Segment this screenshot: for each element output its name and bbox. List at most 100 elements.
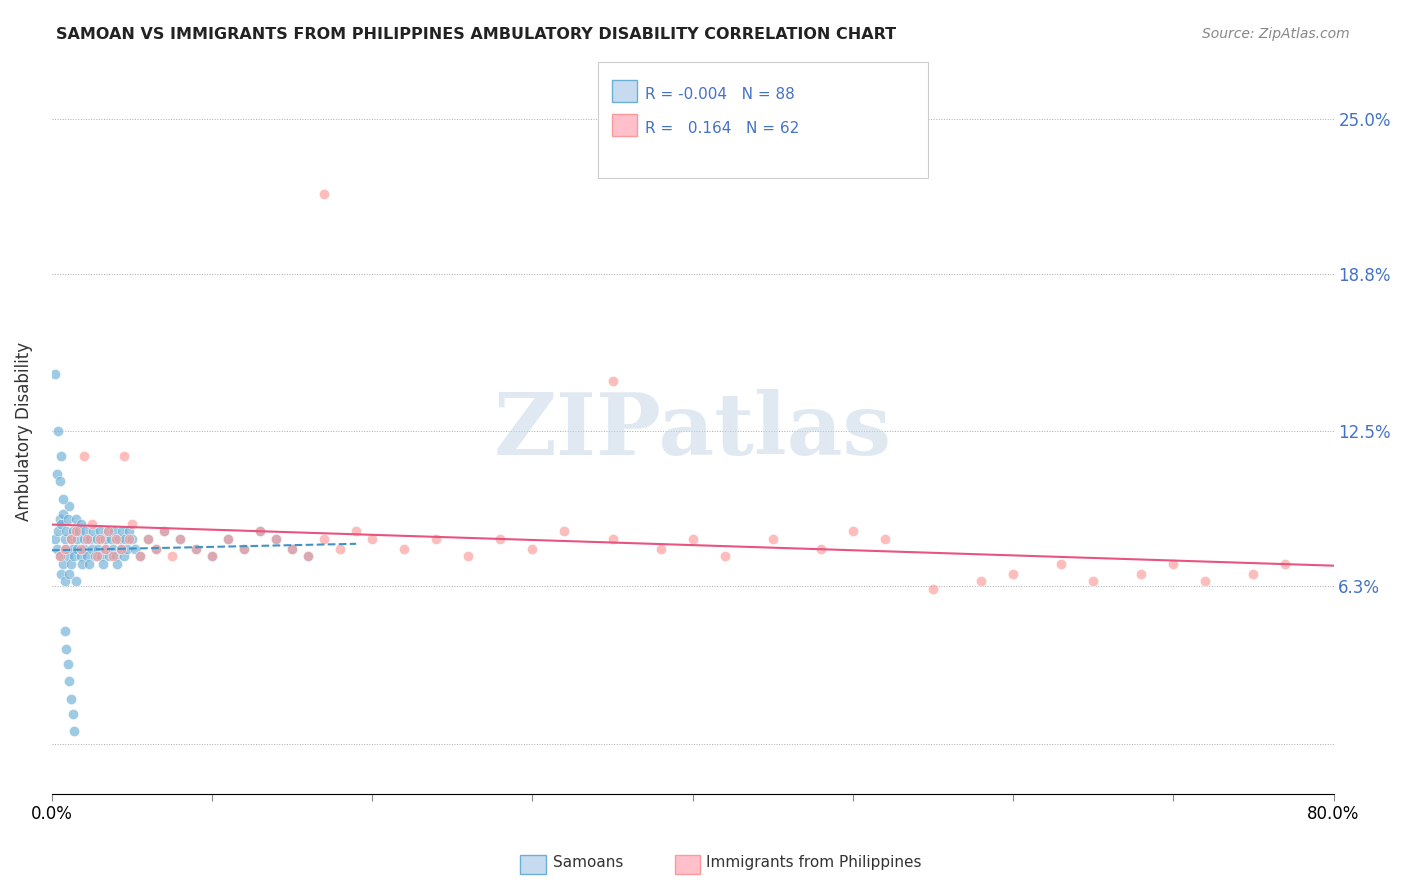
Point <box>169 532 191 546</box>
Point <box>55 541 77 556</box>
Point <box>89 532 111 546</box>
Point <box>45 541 67 556</box>
Point <box>101 541 124 556</box>
Point <box>169 532 191 546</box>
Text: Samoans: Samoans <box>553 855 623 870</box>
Point <box>80 516 103 531</box>
Text: R =   0.164   N = 62: R = 0.164 N = 62 <box>645 121 800 136</box>
Point <box>110 541 132 556</box>
Point <box>1083 574 1105 588</box>
Point <box>1050 557 1073 571</box>
Point <box>65 574 87 588</box>
Point <box>69 541 91 556</box>
Point <box>114 532 136 546</box>
Point <box>45 467 67 481</box>
Point <box>264 532 287 546</box>
Point <box>457 549 479 563</box>
Point <box>184 541 207 556</box>
Point <box>314 186 336 201</box>
Point <box>49 474 72 488</box>
Point <box>56 549 79 563</box>
Point <box>115 541 138 556</box>
Point <box>51 566 73 581</box>
Point <box>104 549 127 563</box>
Point <box>314 532 336 546</box>
Point <box>55 641 77 656</box>
Point <box>62 706 84 721</box>
Point <box>53 541 76 556</box>
Point <box>53 574 76 588</box>
Point <box>49 549 72 563</box>
Point <box>682 532 704 546</box>
Point <box>46 424 69 438</box>
Point <box>44 532 66 546</box>
Point <box>51 449 73 463</box>
Point <box>128 549 150 563</box>
Point <box>160 549 183 563</box>
Point <box>52 491 75 506</box>
Point <box>118 524 141 538</box>
Point <box>394 541 416 556</box>
Point <box>281 541 304 556</box>
Point <box>73 532 96 546</box>
Point <box>98 549 121 563</box>
Point <box>361 532 384 546</box>
Point <box>145 541 167 556</box>
Point <box>58 499 80 513</box>
Point <box>249 524 271 538</box>
Point <box>281 541 304 556</box>
Point <box>62 524 84 538</box>
Point <box>121 532 143 546</box>
Point <box>489 532 512 546</box>
Point <box>873 532 896 546</box>
Point <box>110 541 132 556</box>
Point <box>73 541 96 556</box>
Point <box>553 524 575 538</box>
Point <box>65 524 87 538</box>
Point <box>713 549 735 563</box>
Point <box>153 524 176 538</box>
Point <box>136 532 159 546</box>
Point <box>76 549 98 563</box>
Text: R = -0.004   N = 88: R = -0.004 N = 88 <box>645 87 796 103</box>
Point <box>90 549 112 563</box>
Point <box>79 532 101 546</box>
Point <box>59 532 82 546</box>
Point <box>66 532 89 546</box>
Point <box>96 541 118 556</box>
Point <box>52 507 75 521</box>
Point <box>602 374 624 388</box>
Point <box>77 557 100 571</box>
Point <box>201 549 224 563</box>
Point <box>100 532 122 546</box>
Point <box>118 532 141 546</box>
Point <box>264 532 287 546</box>
Point <box>121 516 143 531</box>
Point <box>233 541 256 556</box>
Text: Immigrants from Philippines: Immigrants from Philippines <box>706 855 921 870</box>
Point <box>49 549 72 563</box>
Point <box>84 549 107 563</box>
Point <box>49 511 72 525</box>
Point <box>762 532 785 546</box>
Point <box>217 532 239 546</box>
Point <box>842 524 865 538</box>
Point <box>53 624 76 639</box>
Point <box>58 566 80 581</box>
Point <box>97 524 120 538</box>
Point <box>63 549 86 563</box>
Point <box>249 524 271 538</box>
Point <box>124 541 146 556</box>
Point <box>86 532 108 546</box>
Point <box>1130 566 1153 581</box>
Point <box>650 541 672 556</box>
Point <box>145 541 167 556</box>
Point <box>58 674 80 689</box>
Point <box>103 524 125 538</box>
Point <box>1194 574 1216 588</box>
Point <box>136 532 159 546</box>
Point <box>52 557 75 571</box>
Point <box>217 532 239 546</box>
Point <box>233 541 256 556</box>
Point <box>93 541 115 556</box>
